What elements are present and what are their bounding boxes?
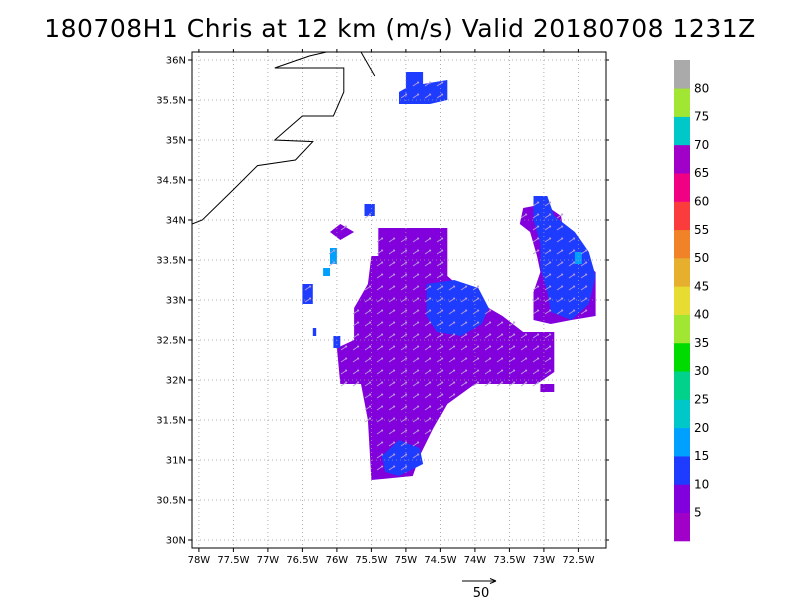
colorbar-label: 70: [694, 138, 709, 152]
y-tick-label: 35N: [166, 136, 186, 147]
colorbar-label: 45: [694, 279, 709, 293]
x-tick-label: 76.5W: [286, 555, 318, 566]
colorbar-segment-4: [674, 399, 690, 429]
wind-region-11: [312, 328, 317, 336]
colorbar-label: 65: [694, 166, 709, 180]
y-tick-label: 32.5N: [156, 336, 186, 347]
x-tick-label: 75.5W: [355, 555, 387, 566]
x-tick-label: 77W: [257, 555, 280, 566]
y-tick-label: 34N: [166, 216, 186, 227]
grid-layer: [192, 52, 606, 548]
x-tick-label: 74.5W: [424, 555, 456, 566]
colorbar-label: 15: [694, 449, 709, 463]
colorbar-label: 20: [694, 421, 709, 435]
colorbar-label: 40: [694, 308, 709, 322]
wind-field-layer: [302, 72, 596, 480]
colorbar-segment-7: [674, 314, 690, 344]
colorbar-label: 55: [694, 223, 709, 237]
colorbar-segment-15: [674, 88, 690, 117]
y-tick-label: 33N: [166, 296, 186, 307]
x-tick-label: 73W: [533, 555, 556, 566]
colorbar-label: 60: [694, 195, 709, 209]
colorbar-segment-3: [674, 427, 690, 457]
colorbar-segment-12: [674, 173, 690, 202]
y-tick-label: 30N: [166, 536, 186, 547]
x-tick-label: 78W: [188, 555, 211, 566]
colorbar-segment-2: [674, 456, 690, 485]
coastline-layer: [192, 52, 376, 225]
y-tick-label: 36N: [166, 56, 186, 67]
y-tick-label: 30.5N: [156, 496, 186, 507]
colorbar: 5 10 15 20 25 30 35 40 45 50 55 60 65 70 75 80: [674, 60, 709, 542]
wind-region-7: [381, 440, 424, 476]
wind-region-3: [540, 384, 555, 392]
colorbar-segment-13: [674, 144, 690, 174]
x-tick-label: 77.5W: [217, 555, 249, 566]
wind-region-2: [330, 224, 355, 240]
reference-arrow-head: [489, 578, 497, 584]
wind-region-14: [323, 268, 330, 276]
reference-vector: 50: [462, 578, 497, 600]
colorbar-label: 10: [694, 477, 709, 491]
y-tick-label: 34.5N: [156, 176, 186, 187]
colorbar-segment-8: [674, 286, 690, 315]
colorbar-label: 25: [694, 393, 709, 407]
wind-region-0: [336, 228, 555, 480]
colorbar-segment-5: [674, 371, 690, 400]
y-tick-label: 32N: [166, 376, 186, 387]
colorbar-label: 75: [694, 110, 709, 124]
x-tick-label: 76W: [326, 555, 349, 566]
wind-region-13: [574, 252, 582, 264]
colorbar-label: 30: [694, 364, 709, 378]
colorbar-segment-14: [674, 116, 690, 146]
colorbar-segment-16: [674, 60, 690, 89]
x-tick-label: 75W: [395, 555, 418, 566]
colorbar-label: 35: [694, 336, 709, 350]
coastline-1: [360, 52, 376, 77]
colorbar-segment-9: [674, 258, 690, 287]
colorbar-label: 80: [694, 81, 709, 95]
y-tick-label: 33.5N: [156, 256, 186, 267]
reference-vector-label: 50: [473, 586, 490, 600]
colorbar-segment-6: [674, 342, 690, 372]
y-tick-label: 31N: [166, 456, 186, 467]
colorbar-segment-10: [674, 229, 690, 259]
colorbar-segment-1: [674, 484, 690, 513]
x-tick-label: 72.5W: [562, 555, 594, 566]
colorbar-label: 50: [694, 251, 709, 265]
colorbar-segment-0: [674, 512, 690, 542]
page-title: 180708H1 Chris at 12 km (m/s) Valid 2018…: [44, 14, 756, 43]
x-tick-label: 74W: [464, 555, 487, 566]
colorbar-label: 5: [694, 506, 702, 520]
wind-region-8: [302, 284, 313, 304]
wind-region-9: [333, 336, 341, 348]
axis-ticks: 78W 77.5W 77W 76.5W 76W 75.5W 75W 74.5W 74W 73.5W…: [156, 49, 609, 566]
x-tick-label: 73.5W: [493, 555, 525, 566]
y-tick-label: 35.5N: [156, 96, 186, 107]
wind-region-10: [364, 204, 375, 216]
wind-region-4: [399, 72, 448, 104]
colorbar-segment-11: [674, 201, 690, 231]
coastline-0: [192, 52, 345, 225]
y-tick-label: 31.5N: [156, 416, 186, 427]
wind-vectors: [304, 81, 588, 471]
